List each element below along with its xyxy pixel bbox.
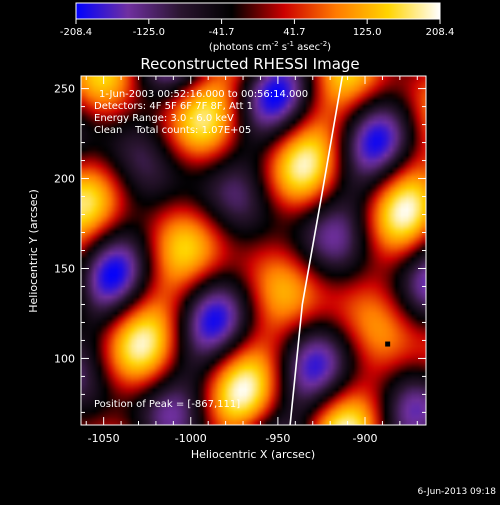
colorbar-tick-label: 125.0 xyxy=(353,27,382,38)
colorbar-units: (photons cm-2 s-1 asec-2) xyxy=(209,40,331,53)
x-tick-label: -1000 xyxy=(175,432,207,445)
peak-marker xyxy=(385,341,391,347)
annotation-detectors: Detectors: 4F 5F 6F 7F 8F, Att 1 xyxy=(94,101,253,112)
colorbar-ticks: -208.4 -125.0 -41.7 41.7 125.0 208.4 xyxy=(60,19,454,38)
colorbar xyxy=(75,2,441,20)
solar-limb-line xyxy=(289,76,344,425)
colorbar-tick-label: 208.4 xyxy=(426,27,455,38)
x-axis-label: Heliocentric X (arcsec) xyxy=(191,448,315,461)
annotation-peak: Position of Peak = [-867,111] xyxy=(94,399,240,410)
colorbar-tick-label: -125.0 xyxy=(133,27,165,38)
heatmap-image xyxy=(81,76,426,425)
annotation-time: 1-Jun-2003 00:52:16.000 to 00:56:14.000 xyxy=(99,89,308,100)
chart-title: Reconstructed RHESSI Image xyxy=(140,55,359,73)
x-tick-label: -900 xyxy=(353,432,378,445)
colorbar-tick-label: -208.4 xyxy=(60,27,92,38)
colorbar-tick-label: 41.7 xyxy=(283,27,305,38)
colorbar-tick-label: -41.7 xyxy=(209,27,235,38)
annotation-clean: Clean Total counts: 1.07E+05 xyxy=(94,125,251,136)
y-axis-label: Heliocentric Y (arcsec) xyxy=(27,189,40,313)
axis-ticks: -1050 -1000 -950 -900 100 150 200 250 xyxy=(54,76,426,445)
x-tick-label: -950 xyxy=(265,432,290,445)
footer-date: 6-Jun-2013 09:18 xyxy=(418,487,497,497)
annotation-energy: Energy Range: 3.0 - 6.0 keV xyxy=(94,113,234,124)
y-tick-label: 100 xyxy=(54,352,75,365)
y-tick-label: 150 xyxy=(54,262,75,275)
x-tick-label: -1050 xyxy=(88,432,120,445)
y-tick-label: 250 xyxy=(54,83,75,96)
y-tick-label: 200 xyxy=(54,173,75,186)
